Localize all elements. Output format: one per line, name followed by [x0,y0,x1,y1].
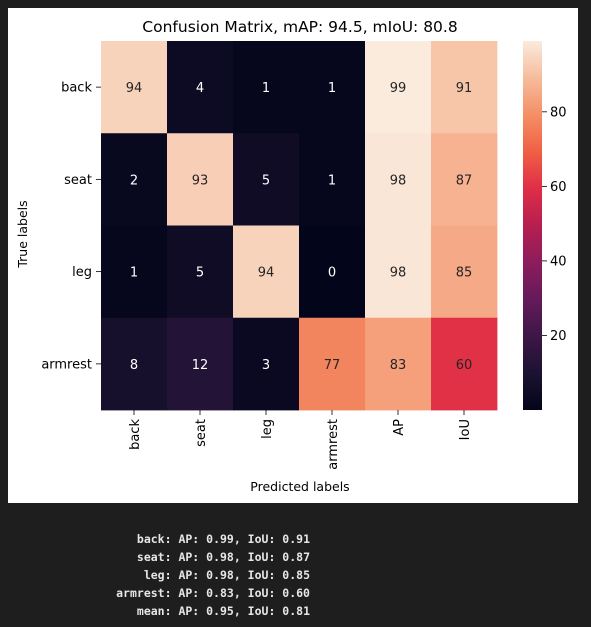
console-line: mean: AP: 0.95, IoU: 0.81 [136,604,310,618]
colorbar-tick-label: 60 [550,180,567,195]
cell-value-label: 99 [390,81,407,96]
cell-value-label: 3 [262,358,270,373]
x-tick-label: leg [260,419,275,439]
x-axis: back seat leg armrest AP IoU [128,410,473,470]
heatmap-cell [299,41,366,134]
cell-value-label: 1 [328,81,336,96]
cell-value-label: 5 [262,173,270,188]
cell-value-label: 77 [324,358,341,373]
heatmap-cell [299,225,366,319]
heatmap-cell [365,41,432,134]
heatmap-cell [101,41,168,134]
heatmap-cell [431,225,498,319]
heatmap-cell [167,225,234,319]
cell-value-label: 1 [328,173,336,188]
cell-value-label: 98 [390,173,407,188]
y-tick-label: back [61,81,92,96]
heatmap-cells [101,41,498,411]
console-line: armrest: AP: 0.83, IoU: 0.60 [116,586,310,600]
y-tick-label: armrest [41,357,92,372]
x-tick-label: IoU [458,419,473,440]
heatmap-cell [167,317,234,411]
x-axis-label: Predicted labels [250,479,349,494]
heatmap-cell [431,133,498,226]
cell-value-label: 83 [390,358,407,373]
colorbar-tick-label: 80 [550,105,567,120]
console-output: back: AP: 0.99, IoU: 0.91 seat: AP: 0.98,… [0,530,310,620]
cell-value-label: 4 [196,81,204,96]
x-tick-label: back [128,419,143,450]
cell-value-label: 8 [130,358,138,373]
cell-value-label: 1 [130,266,138,281]
heatmap-cell [299,317,366,411]
cell-value-label: 98 [390,266,407,281]
heatmap-cell [101,133,168,226]
y-tick-label: seat [64,173,92,188]
heatmap-cell [101,317,168,411]
heatmap-cell [167,133,234,226]
cell-value-label: 91 [456,81,473,96]
colorbar-gradient [523,41,542,410]
heatmap-cell [365,317,432,411]
cell-value-label: 94 [126,81,143,96]
x-tick-label: AP [392,419,407,436]
console-line: back: AP: 0.99, IoU: 0.91 [136,532,310,546]
console-line: leg: AP: 0.98, IoU: 0.85 [143,568,310,582]
cell-value-label: 1 [262,81,270,96]
y-axis: back seat leg armrest [41,81,101,372]
heatmap-cell [233,225,300,319]
cell-value-label: 12 [192,358,209,373]
cell-value-label: 0 [328,266,336,281]
cell-value-label: 5 [196,266,204,281]
cell-value-label: 60 [456,358,473,373]
cell-value-label: 2 [130,173,138,188]
colorbar-tick-label: 40 [550,254,567,269]
console-line: seat: AP: 0.98, IoU: 0.87 [136,550,310,564]
figure-panel: Confusion Matrix, mAP: 94.5, mIoU: 80.8 … [8,8,578,503]
cell-value-label: 94 [258,266,275,281]
colorbar-tick-label: 20 [550,329,567,344]
heatmap-cell [365,133,432,226]
y-tick-label: leg [72,265,92,280]
colorbar-ticks: 20 40 60 80 [542,105,567,344]
y-axis-label: True labels [15,200,30,268]
heatmap-cell [233,317,300,411]
heatmap-cell [431,317,498,411]
cell-value-label: 93 [192,173,209,188]
cell-value-label: 87 [456,173,473,188]
heatmap-cell [101,225,168,319]
heatmap-cell [431,41,498,134]
x-tick-label: armrest [326,419,341,470]
heatmap-cell [167,41,234,134]
heatmap-cell [299,133,366,226]
heatmap-cell [365,225,432,319]
heatmap-annotations: 94 4 1 1 99 91 2 93 5 1 98 87 1 5 94 0 98 85 8 12 3 77 83 60 [126,81,473,373]
cell-value-label: 85 [456,266,473,281]
colorbar: 20 40 60 80 [523,41,567,410]
heatmap-cell [233,41,300,134]
heatmap-cell [233,133,300,226]
chart-title: Confusion Matrix, mAP: 94.5, mIoU: 80.8 [142,18,457,36]
confusion-matrix-figure: Confusion Matrix, mAP: 94.5, mIoU: 80.8 … [15,18,567,494]
x-tick-label: seat [194,419,209,447]
